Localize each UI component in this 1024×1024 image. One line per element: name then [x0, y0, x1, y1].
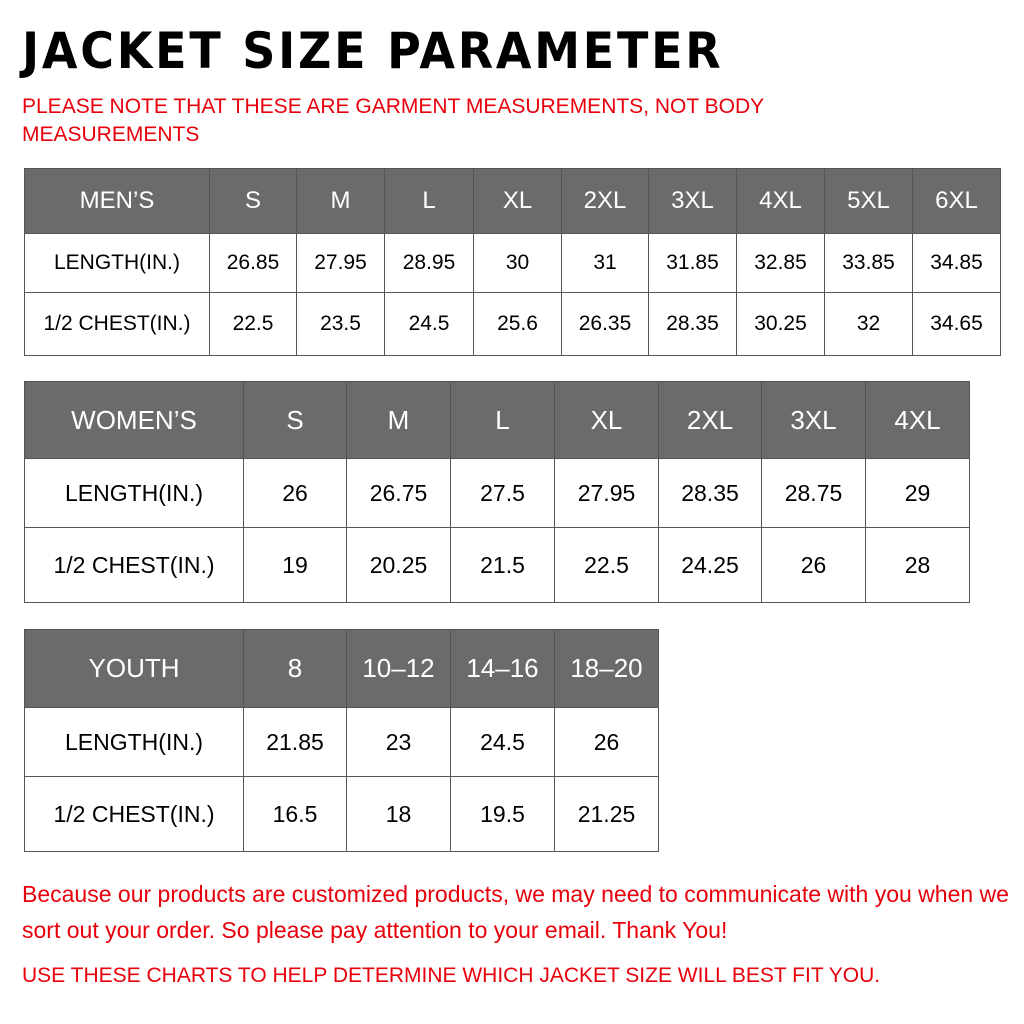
- measurement-value: 26.75: [346, 458, 451, 528]
- youth-size-table: YOUTH 8 10–12 14–16 18–20 LENGTH(IN.) 21.85 23 2…: [24, 629, 659, 852]
- measurement-value: 28.95: [384, 233, 474, 293]
- size-header: XL: [554, 381, 659, 459]
- measurement-value: 30: [473, 233, 562, 293]
- measurement-value: 22.5: [554, 527, 659, 603]
- measurement-value: 21.5: [450, 527, 555, 603]
- measurement-value: 21.85: [243, 707, 347, 777]
- measurement-value: 26.85: [209, 233, 297, 293]
- measurement-value: 26: [554, 707, 659, 777]
- table-header-row: WOMEN’S S M L XL 2XL 3XL 4XL: [24, 381, 970, 459]
- table-row: 1/2 CHEST(IN.) 16.5 18 19.5 21.25: [24, 776, 659, 852]
- measurement-value: 21.25: [554, 776, 659, 852]
- measurement-value: 24.5: [450, 707, 555, 777]
- category-header: WOMEN’S: [24, 381, 244, 459]
- measurement-value: 23: [346, 707, 451, 777]
- size-header: 6XL: [912, 168, 1001, 234]
- measurement-value: 26: [761, 527, 866, 603]
- table-header-row: YOUTH 8 10–12 14–16 18–20: [24, 629, 659, 708]
- measurement-value: 32: [824, 292, 913, 356]
- size-header: 4XL: [865, 381, 970, 459]
- size-header: 3XL: [761, 381, 866, 459]
- measurement-label: 1/2 CHEST(IN.): [24, 292, 210, 356]
- table-row: LENGTH(IN.) 21.85 23 24.5 26: [24, 707, 659, 777]
- measurement-value: 28: [865, 527, 970, 603]
- measurement-label: LENGTH(IN.): [24, 233, 210, 293]
- measurement-value: 19: [243, 527, 347, 603]
- size-header: M: [296, 168, 385, 234]
- size-header: 2XL: [561, 168, 649, 234]
- measurement-label: 1/2 CHEST(IN.): [24, 776, 244, 852]
- measurement-value: 26.35: [561, 292, 649, 356]
- measurement-label: LENGTH(IN.): [24, 458, 244, 528]
- measurement-value: 28.75: [761, 458, 866, 528]
- measurement-value: 29: [865, 458, 970, 528]
- measurement-value: 31.85: [648, 233, 737, 293]
- measurement-value: 27.95: [554, 458, 659, 528]
- size-header: 4XL: [736, 168, 825, 234]
- measurement-label: LENGTH(IN.): [24, 707, 244, 777]
- measurement-value: 27.5: [450, 458, 555, 528]
- measurement-value: 24.5: [384, 292, 474, 356]
- measurement-value: 19.5: [450, 776, 555, 852]
- measurement-value: 18: [346, 776, 451, 852]
- measurement-value: 32.85: [736, 233, 825, 293]
- measurement-value: 24.25: [658, 527, 762, 603]
- table-row: LENGTH(IN.) 26.85 27.95 28.95 30 31 31.85 32.85…: [24, 233, 1001, 293]
- customization-message: Because our products are customized prod…: [22, 881, 1009, 943]
- size-header: S: [209, 168, 297, 234]
- measurement-value: 16.5: [243, 776, 347, 852]
- measurement-value: 23.5: [296, 292, 385, 356]
- page-title: JACKET SIZE PARAMETER: [22, 22, 724, 80]
- fit-advice: USE THESE CHARTS TO HELP DETERMINE WHICH…: [22, 964, 881, 987]
- table-header-row: MEN’S S M L XL 2XL 3XL 4XL 5XL 6XL: [24, 168, 1001, 234]
- size-header: L: [384, 168, 474, 234]
- measurement-value: 20.25: [346, 527, 451, 603]
- size-header: 2XL: [658, 381, 762, 459]
- table-row: LENGTH(IN.) 26 26.75 27.5 27.95 28.35 28.75 29: [24, 458, 970, 528]
- measurement-note: PLEASE NOTE THAT THESE ARE GARMENT MEASU…: [22, 95, 764, 146]
- table-row: 1/2 CHEST(IN.) 19 20.25 21.5 22.5 24.25 26 28: [24, 527, 970, 603]
- size-header: M: [346, 381, 451, 459]
- measurement-value: 34.65: [912, 292, 1001, 356]
- measurement-value: 25.6: [473, 292, 562, 356]
- measurement-value: 28.35: [648, 292, 737, 356]
- size-header: 8: [243, 629, 347, 708]
- category-header: MEN’S: [24, 168, 210, 234]
- size-header: L: [450, 381, 555, 459]
- measurement-value: 30.25: [736, 292, 825, 356]
- size-header: 5XL: [824, 168, 913, 234]
- measurement-label: 1/2 CHEST(IN.): [24, 527, 244, 603]
- mens-size-table: MEN’S S M L XL 2XL 3XL 4XL 5XL 6XL LENGTH(IN.) 26.8…: [24, 168, 1001, 356]
- measurement-value: 27.95: [296, 233, 385, 293]
- size-header: 14–16: [450, 629, 555, 708]
- measurement-value: 34.85: [912, 233, 1001, 293]
- size-header: S: [243, 381, 347, 459]
- size-header: 3XL: [648, 168, 737, 234]
- measurement-value: 33.85: [824, 233, 913, 293]
- size-header: XL: [473, 168, 562, 234]
- measurement-value: 31: [561, 233, 649, 293]
- size-header: 10–12: [346, 629, 451, 708]
- category-header: YOUTH: [24, 629, 244, 708]
- table-row: 1/2 CHEST(IN.) 22.5 23.5 24.5 25.6 26.35 28.35…: [24, 292, 1001, 356]
- measurement-value: 22.5: [209, 292, 297, 356]
- womens-size-table: WOMEN’S S M L XL 2XL 3XL 4XL LENGTH(IN.) 26 26.75 2…: [24, 381, 970, 603]
- measurement-value: 28.35: [658, 458, 762, 528]
- size-header: 18–20: [554, 629, 659, 708]
- measurement-value: 26: [243, 458, 347, 528]
